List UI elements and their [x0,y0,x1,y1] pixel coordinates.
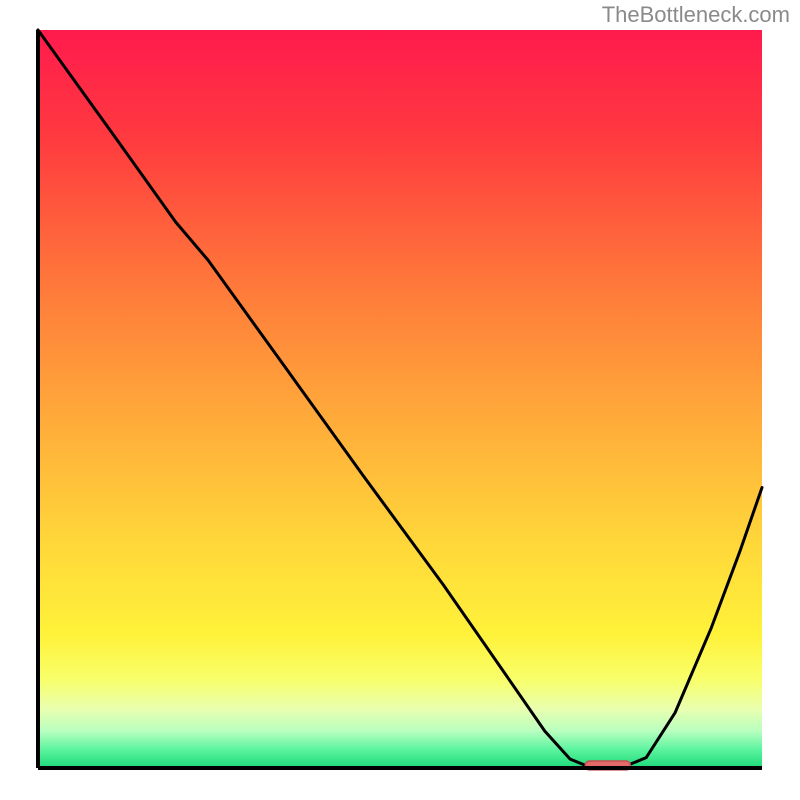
bottleneck-chart [0,0,800,800]
chart-container: { "watermark": "TheBottleneck.com", "cha… [0,0,800,800]
plot-background [38,30,762,768]
watermark-text: TheBottleneck.com [602,2,790,28]
